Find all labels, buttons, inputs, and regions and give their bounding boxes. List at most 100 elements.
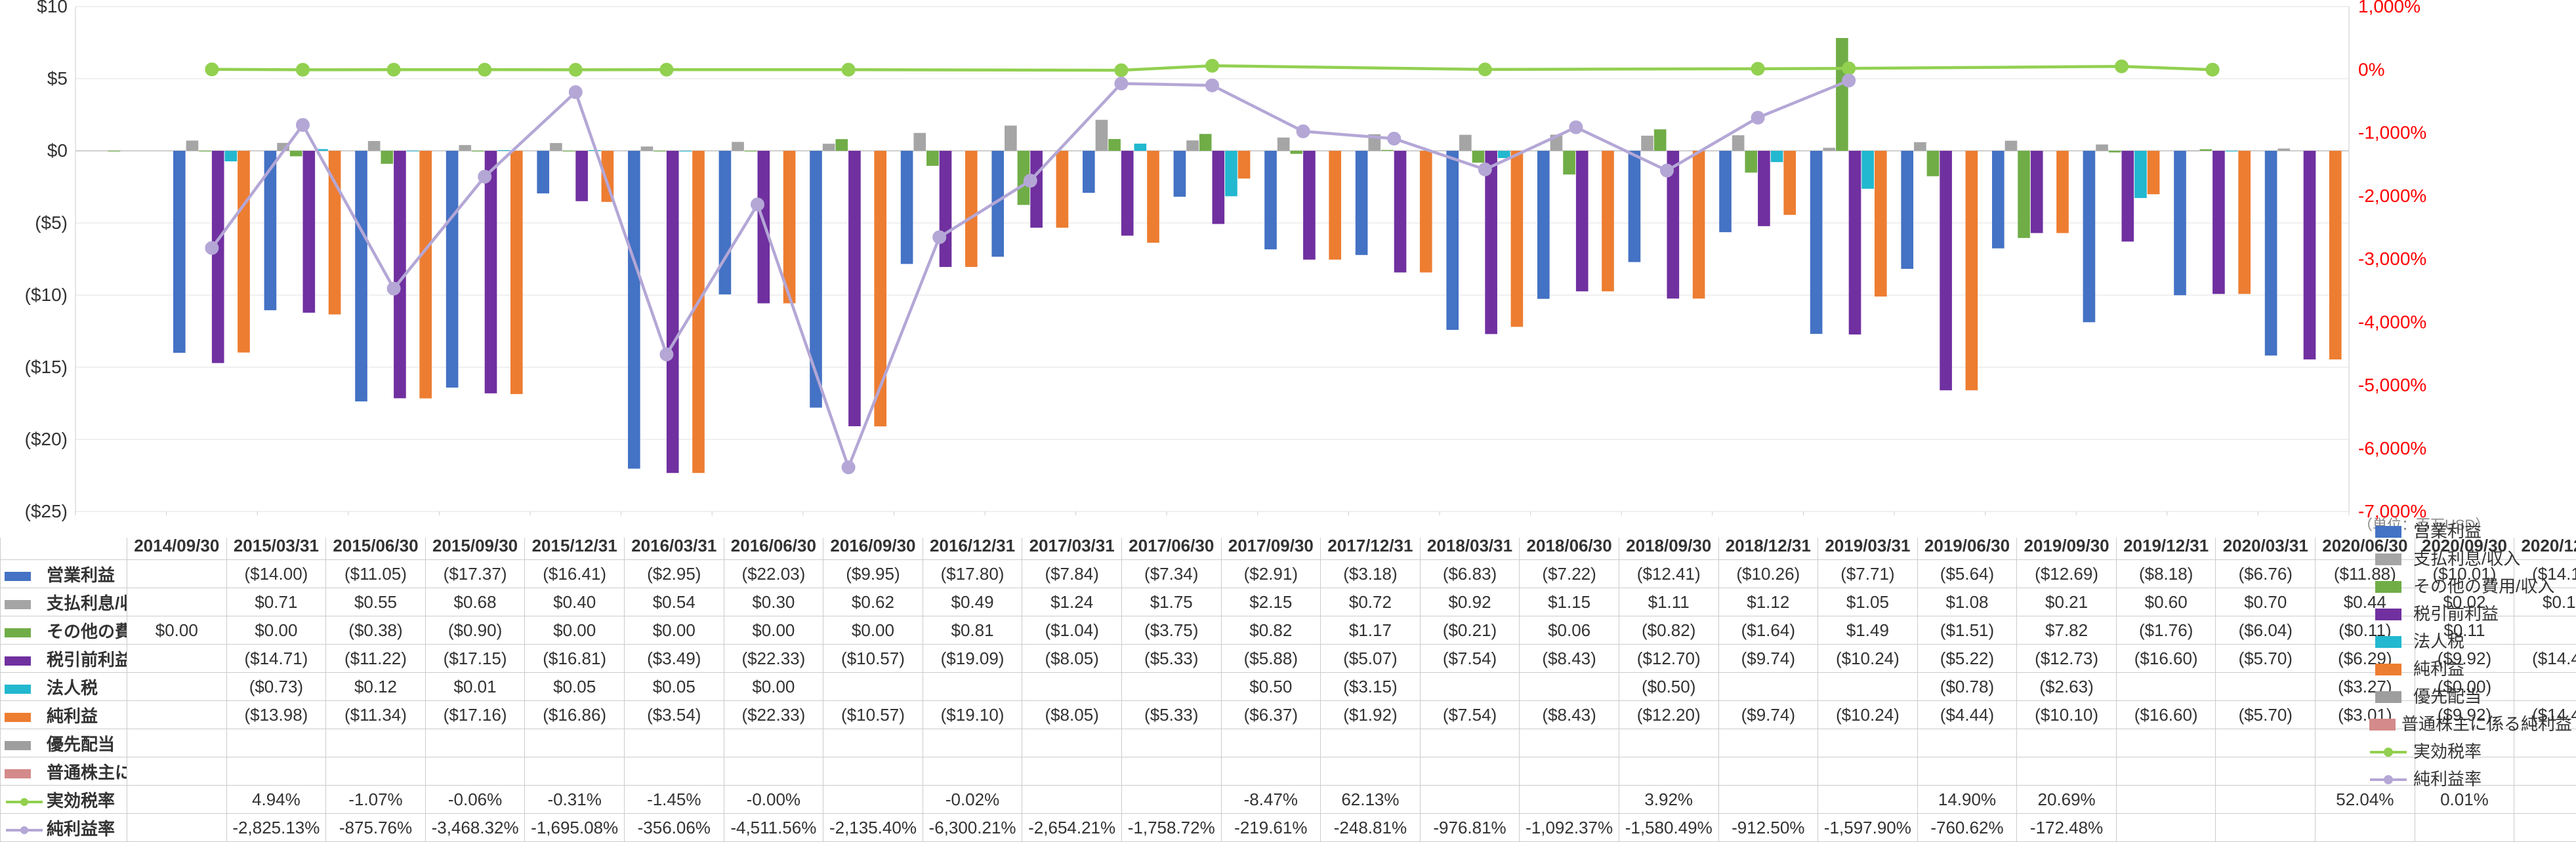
table-row-header: 法人税 (1, 673, 127, 701)
table-cell: -0.06% (425, 786, 525, 814)
legend-item-pretax: 税引前利益 (2369, 601, 2572, 628)
table-cell: ($5.88) (1221, 645, 1321, 673)
bar-pretax (1758, 151, 1770, 226)
table-cell: ($3.15) (1321, 673, 1421, 701)
bar-interest (1186, 140, 1199, 151)
bar-net (692, 151, 705, 473)
bar-other (1563, 151, 1575, 174)
table-cell: -0.00% (724, 786, 823, 814)
bar-other (290, 151, 302, 156)
table-cell: -3,468.32% (425, 814, 525, 842)
table-cell: ($1.92) (1321, 701, 1421, 729)
bar-tax (1771, 151, 1783, 162)
table-cell (823, 786, 923, 814)
table-cell (1818, 757, 1918, 786)
table-row-header: 普通株主に係る純利益 (1, 757, 127, 786)
bar-pretax (575, 151, 588, 201)
bar-pretax (758, 151, 770, 304)
bar-interest (1914, 142, 1926, 151)
table-cell: ($4.44) (1917, 701, 2017, 729)
table-cell: $1.49 (1818, 616, 1918, 645)
legend-item-common: 普通株主に係る純利益 (2369, 711, 2572, 738)
bar-op_income (1901, 151, 1913, 269)
bar-pretax (1303, 151, 1316, 260)
table-cell (326, 729, 426, 757)
bar-other (926, 151, 939, 166)
table-cell: $1.15 (1520, 588, 1619, 616)
table-row-header: 支払利息/収入 (1, 588, 127, 616)
y-left-tick-label: ($10) (25, 285, 68, 305)
table-cell: ($1.64) (1718, 616, 1818, 645)
table-row-net_margin: 純利益率-2,825.13%-875.76%-3,468.32%-1,695.0… (1, 814, 2576, 842)
table-cell (2116, 814, 2216, 842)
table-cell (127, 560, 227, 588)
table-cell (624, 757, 724, 786)
bar-interest (1005, 126, 1017, 151)
table-row-other: その他の費用/収入$0.00$0.00($0.38)($0.90)$0.00$0… (1, 616, 2576, 645)
legend-item-net: 純利益 (2369, 656, 2572, 683)
bar-op_income (173, 151, 186, 353)
table-cell: -912.50% (1718, 814, 1818, 842)
bar-interest (1641, 136, 1653, 151)
legend-label: 優先配当 (2413, 683, 2482, 711)
legend-swatch (2369, 522, 2408, 542)
legend-item-tax: 法人税 (2369, 628, 2572, 656)
marker-net_margin (478, 170, 491, 183)
table-cell: ($10.10) (2017, 701, 2117, 729)
table-cell: $0.81 (923, 616, 1022, 645)
table-cell: $0.92 (1420, 588, 1520, 616)
legend-label: 税引前利益 (2413, 601, 2499, 628)
marker-eff_tax (205, 63, 218, 76)
table-cell (2216, 814, 2316, 842)
legend-swatch (2369, 550, 2408, 569)
bar-net (1783, 151, 1796, 215)
bar-op_income (1719, 151, 1732, 232)
marker-net_margin (751, 198, 764, 211)
table-cell (2216, 757, 2316, 786)
bar-net (419, 151, 432, 399)
table-cell: ($8.05) (1022, 701, 1122, 729)
bar-net (238, 151, 250, 353)
table-cell: -6,300.21% (923, 814, 1022, 842)
bar-interest (1823, 148, 1835, 151)
bar-pretax (1849, 151, 1861, 334)
y-right-tick-label: -5,000% (2358, 375, 2426, 395)
legend-item-pref_div: 優先配当 (2369, 683, 2572, 711)
table-cell (425, 757, 525, 786)
table-cell: ($3.75) (1121, 616, 1221, 645)
row-swatch (5, 568, 44, 585)
table-cell: -1.07% (326, 786, 426, 814)
bar-interest (913, 133, 926, 151)
bar-op_income (1629, 151, 1641, 262)
marker-eff_tax (842, 63, 855, 76)
table-cell: ($5.70) (2216, 701, 2316, 729)
table-cell: $0.30 (724, 588, 823, 616)
row-label: 純利益 (47, 706, 98, 726)
table-cell: $0.68 (425, 588, 525, 616)
legend-swatch (2369, 605, 2408, 624)
y-right-tick-label: -2,000% (2358, 186, 2426, 206)
table-cell (326, 757, 426, 786)
marker-net_margin (1842, 74, 1856, 87)
table-row-header: 税引前利益 (1, 645, 127, 673)
table-cell: ($5.70) (2216, 645, 2316, 673)
table-cell (1520, 729, 1619, 757)
table-cell (2017, 757, 2117, 786)
bar-op_income (1264, 151, 1277, 249)
table-cell (1221, 757, 1321, 786)
legend-label: 純利益 (2413, 656, 2464, 683)
table-cell (624, 729, 724, 757)
row-label: 支払利息/収入 (47, 593, 127, 613)
table-cell: ($10.24) (1818, 701, 1918, 729)
table-cell (1520, 673, 1619, 701)
table-cell: ($0.38) (326, 616, 426, 645)
table-cell (127, 588, 227, 616)
bar-other (381, 151, 393, 164)
table-cell: ($12.73) (2017, 645, 2117, 673)
table-row-header: 優先配当 (1, 729, 127, 757)
bar-pretax (1394, 151, 1407, 272)
table-cell: $2.15 (1221, 588, 1321, 616)
table-cell: ($7.22) (1520, 560, 1619, 588)
table-cell: -2,654.21% (1022, 814, 1122, 842)
table-cell: -875.76% (326, 814, 426, 842)
